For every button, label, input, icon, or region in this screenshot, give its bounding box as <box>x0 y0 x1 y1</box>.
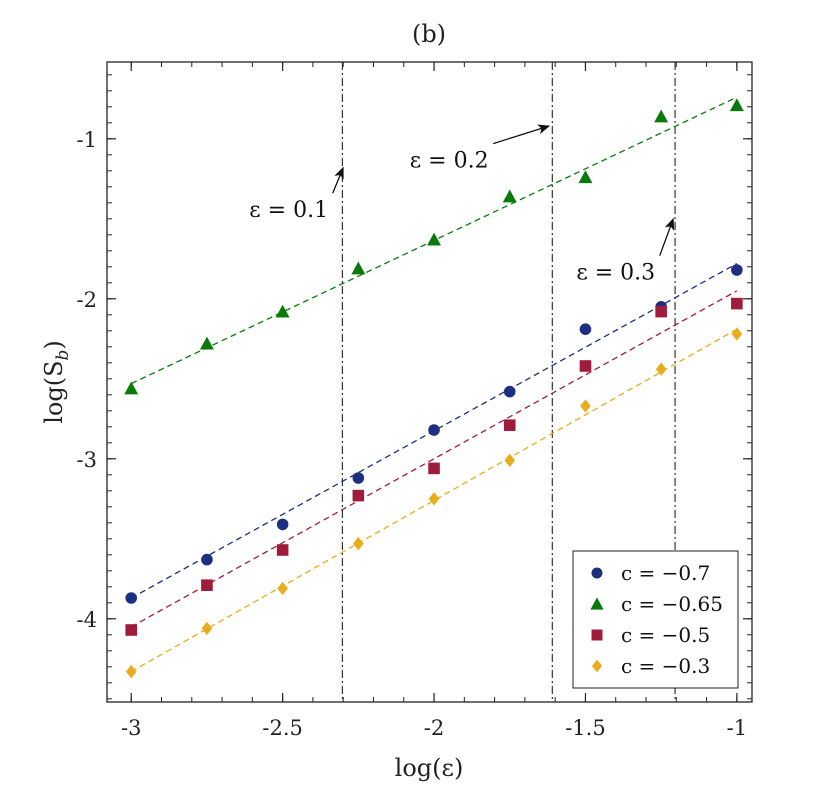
legend-marker <box>591 567 603 579</box>
data-point <box>503 419 516 431</box>
data-point <box>731 264 743 276</box>
epsilon-annotation: ε = 0.3 <box>576 261 655 286</box>
x-tick-label: -1 <box>727 716 747 740</box>
data-point <box>428 492 440 506</box>
data-point <box>731 327 743 341</box>
data-point <box>579 360 592 372</box>
data-point <box>655 305 667 318</box>
x-axis-label: log(ε) <box>395 754 464 782</box>
legend-label: c = −0.5 <box>621 623 710 647</box>
legend-label: c = −0.7 <box>621 561 710 585</box>
data-point <box>352 472 365 484</box>
data-point <box>125 624 138 636</box>
data-point <box>199 336 214 350</box>
data-point <box>201 579 213 591</box>
annotation-arrow <box>332 166 344 194</box>
data-point <box>201 621 213 636</box>
epsilon-annotation: ε = 0.2 <box>410 149 489 174</box>
data-point <box>503 385 516 398</box>
x-tick-label: -3 <box>121 716 141 740</box>
y-tick-label: -3 <box>77 448 97 472</box>
y-tick-label: -4 <box>77 608 97 632</box>
data-point <box>125 664 137 679</box>
data-point <box>275 304 290 318</box>
data-point <box>352 489 365 502</box>
x-tick-label: -1.5 <box>565 716 606 740</box>
data-point <box>125 592 138 604</box>
y-axis-label: log(Sb) <box>40 340 73 424</box>
chart-title: (b) <box>412 20 446 48</box>
data-point <box>428 462 440 475</box>
legend-label: c = −0.65 <box>621 592 723 616</box>
data-point <box>428 424 440 436</box>
data-point <box>580 399 591 413</box>
x-tick-label: -2 <box>424 716 444 740</box>
annotation-arrow <box>492 124 551 145</box>
data-point <box>351 261 366 275</box>
legend-label: c = −0.3 <box>621 654 710 678</box>
data-point <box>353 536 364 551</box>
data-point <box>124 381 139 395</box>
data-point <box>201 553 213 566</box>
legend-marker <box>590 597 604 610</box>
annotation-arrow <box>659 217 675 256</box>
fit-line <box>130 328 738 673</box>
data-point <box>654 109 669 123</box>
y-tick-label: -2 <box>77 288 97 312</box>
legend-marker <box>591 629 603 641</box>
data-point <box>579 323 592 336</box>
epsilon-annotation: ε = 0.1 <box>249 198 328 223</box>
data-point <box>504 453 516 468</box>
data-point <box>731 297 743 310</box>
legend-marker <box>591 659 603 673</box>
fit-line <box>130 290 738 628</box>
data-point <box>427 232 442 246</box>
data-point <box>502 189 517 203</box>
plot-frame <box>106 61 753 703</box>
data-point <box>729 98 744 112</box>
data-point <box>276 518 289 531</box>
y-tick-label: -1 <box>77 128 97 152</box>
x-tick-label: -2.5 <box>262 716 303 740</box>
data-point <box>655 362 667 376</box>
data-point <box>277 581 288 596</box>
data-point <box>276 544 289 556</box>
data-point <box>578 170 593 184</box>
